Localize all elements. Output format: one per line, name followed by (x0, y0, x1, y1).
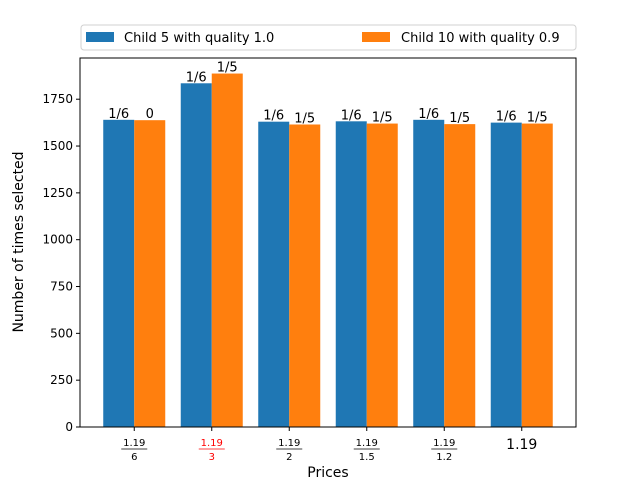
y-tick-label: 1500 (42, 139, 73, 153)
x-tick-label-1: 1.19 6 (121, 438, 148, 463)
bar-label-series2-2: 1/5 (217, 61, 238, 76)
x-tick-numerator: 1.19 (433, 438, 455, 449)
y-tick-label: 1250 (42, 186, 73, 200)
bar-series2-4 (366, 123, 398, 427)
bar-label-series2-1: 0 (146, 107, 154, 122)
legend-label-1: Child 5 with quality 1.0 (124, 31, 274, 46)
bar-label-series1-3: 1/6 (263, 109, 284, 124)
x-tick-numerator: 1.19 (201, 438, 223, 449)
bar-series1-2 (180, 83, 212, 427)
x-tick-label-2: 1.19 3 (198, 438, 225, 463)
x-tick-numerator: 1.19 (356, 438, 378, 449)
legend-swatch-1 (86, 32, 114, 42)
bar-series2-3 (289, 124, 321, 427)
bar-label-series1-6: 1/6 (496, 110, 517, 125)
bar-series2-5 (444, 124, 476, 428)
x-tick-denominator: 3 (209, 452, 215, 463)
legend-label-2: Child 10 with quality 0.9 (401, 31, 560, 46)
y-tick-label: 1750 (42, 92, 73, 106)
y-tick-label: 750 (50, 280, 73, 294)
bar-series1-1 (103, 119, 135, 427)
bar-label-series2-5: 1/5 (449, 111, 470, 126)
x-tick-label-4: 1.19 1.5 (353, 438, 380, 463)
plot-frame (79, 57, 577, 428)
y-tick-label: 500 (50, 326, 73, 340)
x-axis: 1.19 6 1.19 3 1.19 2 1.19 1.5 1.19 1.2 1.19 (121, 427, 537, 463)
legend-swatch-2 (362, 32, 390, 42)
bar-series1-5 (413, 119, 445, 427)
bar-series1-3 (258, 121, 290, 428)
x-tick-numerator: 1.19 (123, 438, 145, 449)
x-tick-numerator: 1.19 (278, 438, 300, 449)
x-tick-denominator: 1.2 (436, 452, 452, 463)
x-tick-label-6: 1.19 (506, 437, 537, 453)
y-tick-label: 0 (65, 420, 73, 434)
bars-layer (103, 73, 553, 428)
bar-label-series1-5: 1/6 (418, 107, 439, 122)
bar-label-series2-4: 1/5 (372, 111, 393, 126)
y-tick-label: 250 (50, 373, 73, 387)
x-tick-denominator: 2 (286, 452, 292, 463)
bar-series2-1 (134, 120, 166, 428)
y-axis: 0 250 500 750 1000 1250 1500 1750 (42, 92, 80, 434)
y-axis-label: Number of times selected (11, 151, 27, 332)
x-tick-denominator: 6 (131, 452, 137, 463)
x-tick-label-5: 1.19 1.2 (431, 438, 458, 463)
bar-label-series1-4: 1/6 (341, 108, 362, 123)
x-axis-label: Prices (307, 465, 348, 480)
bar-label-series2-6: 1/5 (527, 111, 548, 126)
y-tick-label: 1000 (42, 233, 73, 247)
bar-labels-layer: 1/6 1/6 1/6 1/6 1/6 1/6 0 1/5 1/5 1/5 1/5 1/5 (108, 61, 547, 127)
x-tick-denominator: 1.5 (359, 452, 375, 463)
bar-label-series1-1: 1/6 (108, 107, 129, 122)
bar-label-series2-3: 1/5 (294, 111, 315, 126)
legend: Child 5 with quality 1.0 Child 10 with qu… (80, 24, 577, 51)
bar-label-series1-2: 1/6 (186, 70, 207, 85)
bar-series2-2 (211, 73, 243, 428)
bar-series1-4 (335, 121, 367, 427)
bar-series2-6 (521, 123, 553, 427)
bar-series1-6 (490, 122, 522, 427)
legend-frame (80, 24, 577, 51)
x-tick-label-3: 1.19 2 (276, 438, 303, 463)
